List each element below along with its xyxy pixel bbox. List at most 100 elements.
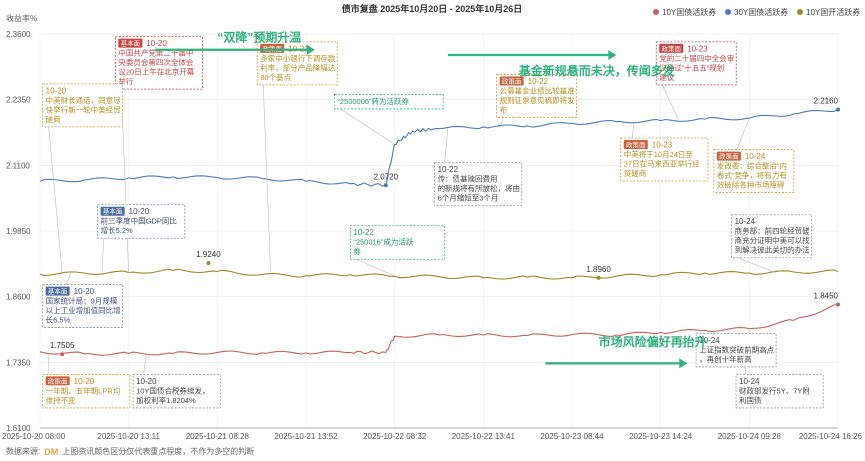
legend-label: 10Y国债活跃券 <box>662 7 716 17</box>
annotation-line: 国家统计局：9月规模 <box>46 296 118 306</box>
annotation-tag: 基本面 <box>103 207 123 216</box>
annotation-boxes: 基本面 10-20中国共产党第二十届中央委员会第四次全体会议20日上午在北京开幕举… <box>42 36 824 409</box>
annotation-tag: 基本面 <box>121 39 141 48</box>
annotation-line: 的新规将有所放松，将由 <box>438 183 520 193</box>
annotation-line: 党的二十届四中全会审 <box>659 53 734 63</box>
annotation-tag-bg <box>499 76 524 86</box>
legend-marker <box>653 9 659 15</box>
y-axis-label: 收益率% <box>6 13 37 23</box>
annotation-date: 10-23 <box>652 141 673 150</box>
x-tick-label: 2025-10-23 14:24 <box>629 432 693 441</box>
annotation-line: 多家中小银行下调存款 <box>260 53 335 63</box>
annotation-box <box>434 162 523 207</box>
annotation-tag: 政策面 <box>48 376 68 385</box>
series-point-marker <box>836 107 840 112</box>
annotation-line: 10Y国债合税券续发， <box>136 385 209 395</box>
annotation-line: 6个月缩短至3个月 <box>438 193 499 203</box>
annotation-line: 公募基金业绩比较基准 <box>500 85 575 95</box>
annotation-line: 上证指数突破前期高点 <box>699 344 774 354</box>
annotation-line: 财政部发行5Y、7Y附 <box>739 385 810 395</box>
annotation-line: 券 <box>353 246 361 256</box>
annotation-line: 27日在马来西亚举行经 <box>624 159 700 169</box>
source-row: 数据来源: DM 上图资讯颜色区分仅代表重点程度，不作为多空的判断 <box>6 446 254 457</box>
annotation-tag-bg <box>100 206 125 216</box>
series-point-marker <box>383 183 388 188</box>
annotation-date: 10-20 <box>129 207 150 216</box>
annotation-line: 规则征求意见稿即将发 <box>500 95 575 105</box>
data-label: 2.0720 <box>374 172 399 181</box>
annotation-date: 10-22 <box>353 228 374 237</box>
annotation-tag: 政策面 <box>262 44 282 53</box>
legend: 10Y国债活跃券 30Y国债活跃券 10Y国开活跃券 <box>653 7 860 17</box>
series-point-marker <box>60 352 65 357</box>
x-tick-label: 2025-10-20 13:11 <box>97 432 160 441</box>
x-tick-label: 2025-10-23 08:44 <box>540 432 604 441</box>
annotation-box <box>42 83 124 128</box>
annotation-box <box>695 333 777 368</box>
annotation-line: 磋商 <box>46 114 61 124</box>
source-note: 上图资讯颜色区分仅代表重点程度，不作为多空的判断 <box>62 447 255 456</box>
annotation-tag-bg <box>118 38 143 48</box>
annotation-box <box>349 225 446 260</box>
annotation-box <box>735 374 824 409</box>
y-tick-label: 2.1100 <box>6 161 30 170</box>
annotation-line: 建议 <box>659 72 674 82</box>
annotation-line: 商务部：前四轮经贸磋 <box>735 226 810 236</box>
annotation-line: 前三季度中国GDP同比 <box>101 216 178 226</box>
annotation-line: 央委员会第四次全体会 <box>118 57 193 67</box>
annotation-date: 10-23 <box>687 44 708 53</box>
y-tick-label: 1.7350 <box>6 358 31 367</box>
annotation-tag-bg <box>659 43 684 53</box>
annotation-date: 10-24 <box>739 377 760 386</box>
arrow-head-icon <box>679 358 688 369</box>
annotation-date: 10-24 <box>735 217 756 226</box>
y-tick-label: 2.2350 <box>6 96 31 105</box>
annotation-date: 10-22 <box>438 165 459 174</box>
annotation-line: 举行 <box>118 76 133 86</box>
x-tick-label: 2025-10-22 13:41 <box>452 432 516 441</box>
annotation-line: 维持不变 <box>46 395 76 405</box>
chart-title: 债市复盘 2025年10月20日 - 2025年10月26日 <box>342 3 523 14</box>
y-tick-label: 1.9850 <box>6 227 31 236</box>
annotation-tag: 基本面 <box>48 287 68 296</box>
annotation-line: “2500006”转为活跃券 <box>337 96 409 106</box>
legend-marker <box>797 9 803 15</box>
annotation-line: ，再创十年新高 <box>699 354 752 364</box>
annotation-box <box>333 94 444 110</box>
legend-label: 10Y国开活跃券 <box>806 7 860 17</box>
annotation-line: 增长5.2% <box>101 225 133 235</box>
annotation-leader <box>661 84 679 120</box>
series-line-2 <box>39 268 839 280</box>
annotation-line: 卷式”竞争，将有力有 <box>717 170 787 180</box>
annotation-line: 加权利率1.8204% <box>136 395 196 405</box>
arrow-head-icon <box>608 50 617 61</box>
annotation-leader <box>500 117 503 128</box>
headline-text: “双降”预期升温 <box>217 29 301 44</box>
annotation-tag-bg <box>623 140 648 150</box>
x-tick-label: 2025-10-20 08:00 <box>2 432 66 441</box>
annotation-date: 10-24 <box>745 152 766 161</box>
dm-logo-icon: DM <box>44 446 59 457</box>
annotation-leader <box>340 108 395 145</box>
annotation-leader <box>356 258 395 277</box>
annotation-tag-bg <box>45 286 70 296</box>
annotation-date: 10-20 <box>74 377 95 386</box>
annotation-line: 中国共产党第二十届中 <box>118 48 193 58</box>
annotation-leader <box>101 238 104 274</box>
annotation-date: 10-20 <box>46 86 67 95</box>
y-tick-label: 1.8600 <box>6 293 31 302</box>
arrow-head-icon <box>306 44 315 55</box>
x-tick-label: 2025-10-21 13:52 <box>274 432 338 441</box>
series-point-marker <box>596 275 601 280</box>
annotation-line: 传：债基赎回费用 <box>438 174 498 184</box>
headline-text: 基金新规悬而未决，传闻多发 <box>518 63 676 78</box>
annotation-tag: 政策面 <box>502 76 522 85</box>
x-tick-label: 2025-10-24 16:26 <box>799 432 863 441</box>
annotation-line: 贸磋商 <box>624 168 647 178</box>
annotation-line: “250016”成为活跃 <box>353 237 414 247</box>
annotation-tag: 政策面 <box>626 140 646 149</box>
series-lines: 1.7505 1.8450 2.0720 2.2160 1.9240 1.8960 <box>39 97 840 357</box>
annotation-date: 10-20 <box>74 287 95 296</box>
y-tick-label: 1.6100 <box>6 424 31 433</box>
y-tick-label: 2.3600 <box>6 30 31 39</box>
